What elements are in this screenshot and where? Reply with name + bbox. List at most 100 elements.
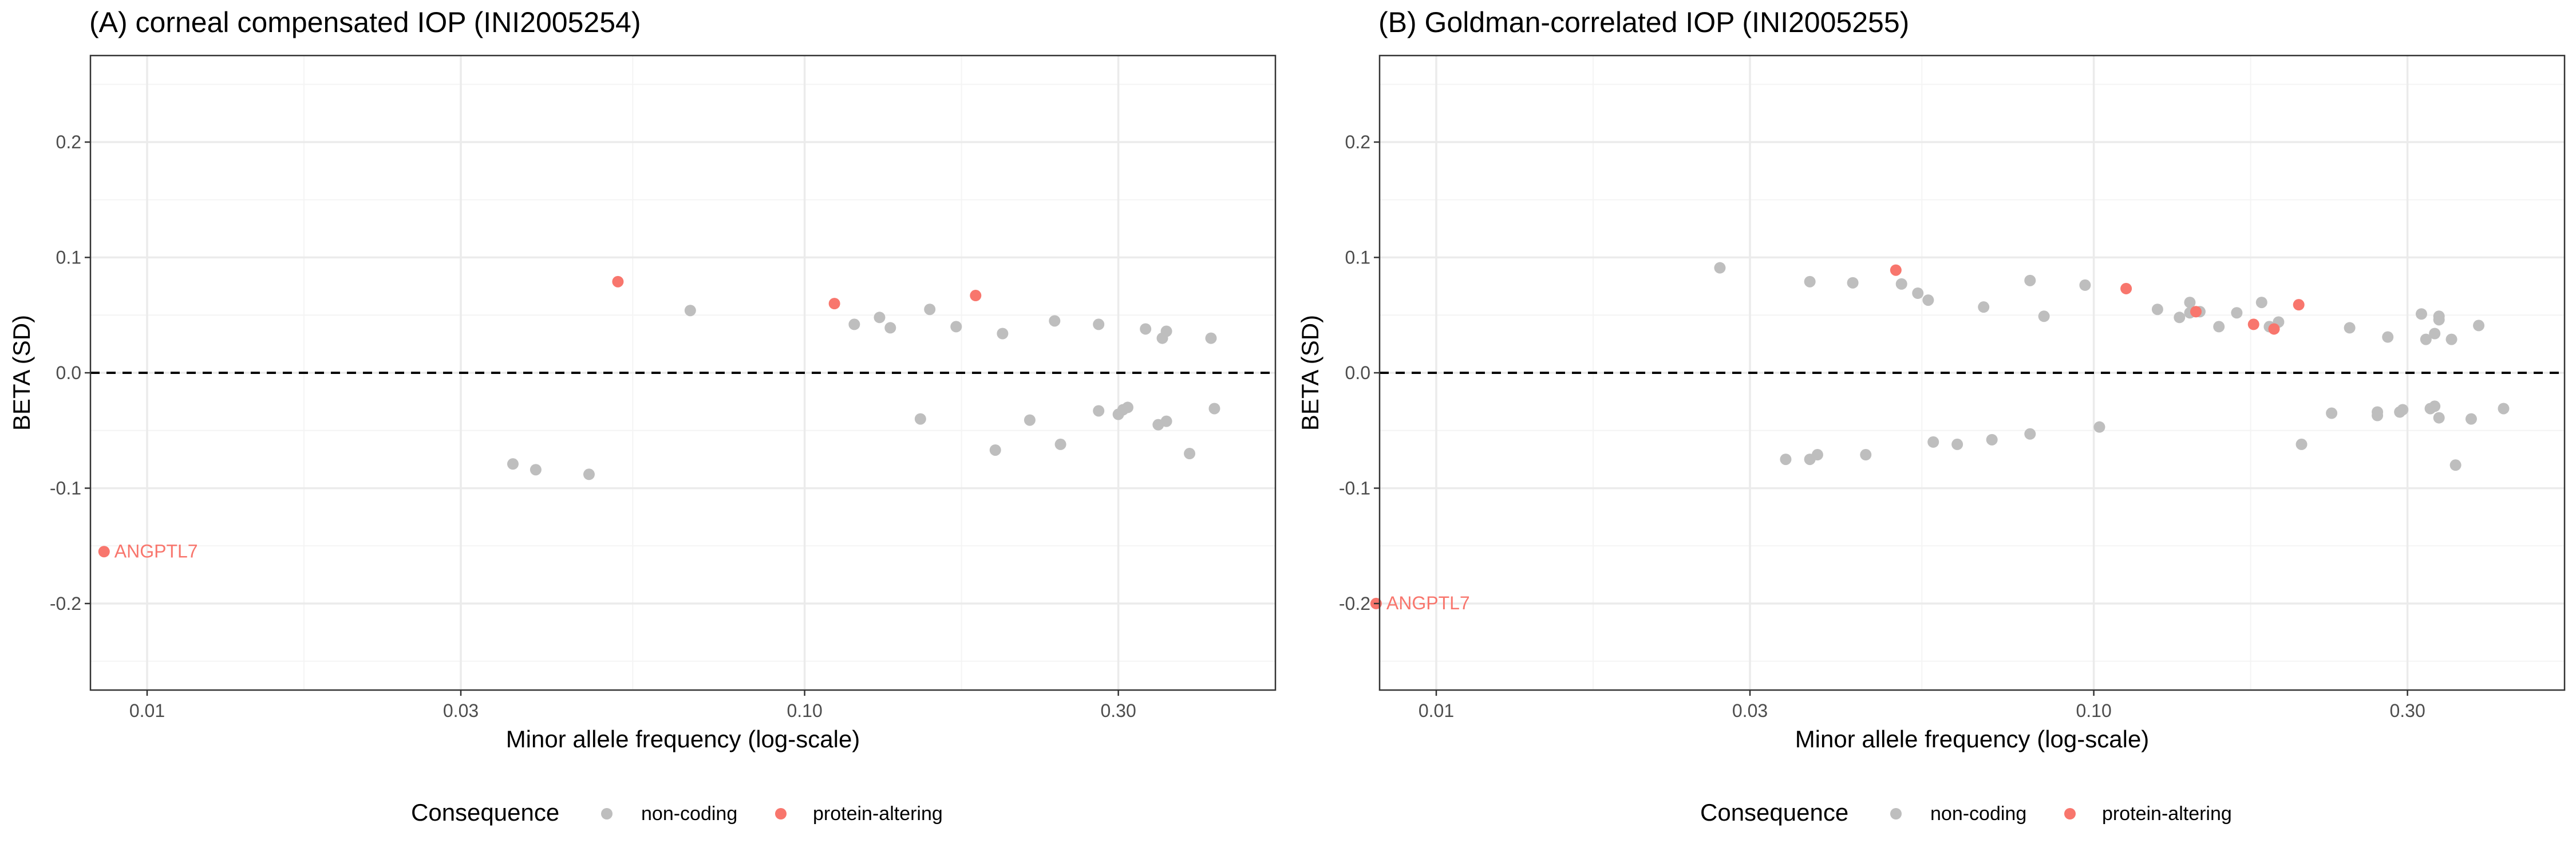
- data-point-non-coding: [2420, 333, 2432, 345]
- series-protein-altering: [98, 275, 982, 558]
- y-tick-label: 0.2: [1345, 132, 1370, 152]
- data-point-non-coding: [583, 468, 595, 480]
- y-tick-label: -0.2: [1339, 593, 1370, 614]
- legend: Consequence non-coding protein-altering: [1700, 799, 2232, 826]
- data-point-non-coding: [1951, 438, 1963, 450]
- data-point-non-coding: [2174, 312, 2186, 324]
- data-point-non-coding: [2415, 308, 2427, 320]
- x-tick-label: 0.01: [129, 700, 165, 721]
- legend-label: protein-altering: [813, 803, 943, 825]
- data-point-non-coding: [1860, 449, 1872, 461]
- data-point-non-coding: [2498, 403, 2510, 415]
- x-axis-title: Minor allele frequency (log-scale): [1795, 726, 2150, 752]
- data-point-non-coding: [989, 444, 1001, 456]
- data-point-non-coding: [1847, 277, 1859, 289]
- series-non-coding: [1714, 262, 2510, 471]
- y-tick-label: 0.0: [1345, 362, 1370, 383]
- data-point-non-coding: [1804, 275, 1816, 287]
- data-point-non-coding: [2255, 297, 2267, 309]
- y-tick-label: 0.2: [56, 132, 81, 152]
- x-tick-label: 0.03: [443, 700, 479, 721]
- data-point-non-coding: [1160, 415, 1172, 427]
- y-tick-label: -0.1: [50, 478, 81, 498]
- data-point-protein-altering: [2190, 306, 2202, 318]
- data-point-non-coding: [2445, 333, 2458, 345]
- data-point-non-coding: [2184, 297, 2196, 309]
- data-point-non-coding: [1978, 301, 1990, 313]
- x-tick-label: 0.10: [2076, 700, 2111, 721]
- data-point-protein-altering: [828, 298, 840, 310]
- data-point-non-coding: [1922, 294, 1934, 306]
- data-point-non-coding: [2151, 304, 2163, 316]
- data-point-protein-altering: [2247, 318, 2259, 330]
- chart-panel-b: ANGPTL7 0.01 0.03 0.10 0.30 -0.2 -0.1 0.0 0.1 0.2…: [1297, 6, 2566, 826]
- x-axis-title: Minor allele frequency (log-scale): [506, 726, 860, 752]
- x-tick-label: 0.10: [787, 700, 822, 721]
- y-tick-label: -0.1: [1339, 478, 1370, 498]
- gene-label: ANGPTL7: [1386, 593, 1470, 613]
- legend-title: Consequence: [411, 799, 559, 826]
- data-point-non-coding: [2433, 314, 2445, 326]
- y-axis-title: BETA (SD): [1297, 315, 1323, 431]
- data-point-non-coding: [848, 318, 860, 330]
- data-point-non-coding: [2465, 413, 2477, 425]
- legend-label: non-coding: [641, 803, 737, 825]
- data-point-non-coding: [1024, 414, 1036, 426]
- gene-label: ANGPTL7: [114, 541, 198, 561]
- data-point-non-coding: [2038, 310, 2050, 322]
- legend-key-non-coding: [1890, 808, 1902, 819]
- data-point-non-coding: [1121, 401, 1133, 413]
- data-point-non-coding: [1140, 323, 1152, 335]
- data-point-non-coding: [2079, 279, 2091, 291]
- data-point-non-coding: [2397, 404, 2409, 416]
- data-point-non-coding: [1054, 438, 1066, 450]
- data-point-non-coding: [2296, 438, 2308, 450]
- data-point-protein-altering: [2120, 282, 2132, 294]
- data-point-non-coding: [1205, 332, 1217, 344]
- data-point-protein-altering: [98, 546, 110, 558]
- data-point-non-coding: [2382, 331, 2394, 343]
- data-point-protein-altering: [2268, 323, 2280, 335]
- data-point-non-coding: [2093, 421, 2105, 433]
- data-point-non-coding: [2344, 322, 2356, 334]
- legend-key-protein-altering: [2064, 808, 2076, 819]
- series-non-coding: [507, 304, 1220, 480]
- data-point-non-coding: [884, 322, 896, 334]
- x-tick-label: 0.01: [1419, 700, 1454, 721]
- x-tick-label: 0.30: [2389, 700, 2425, 721]
- data-point-non-coding: [1184, 448, 1196, 460]
- data-point-non-coding: [2473, 320, 2485, 332]
- data-point-non-coding: [2372, 409, 2384, 421]
- y-tick-label: 0.1: [1345, 247, 1370, 268]
- data-point-non-coding: [2024, 274, 2036, 286]
- data-point-non-coding: [1093, 318, 1105, 330]
- x-tick-label: 0.03: [1732, 700, 1768, 721]
- data-point-non-coding: [1093, 405, 1105, 417]
- legend: Consequence non-coding protein-altering: [411, 799, 943, 826]
- data-point-non-coding: [530, 464, 542, 476]
- data-point-non-coding: [874, 312, 886, 324]
- data-point-non-coding: [1208, 403, 1220, 415]
- data-point-non-coding: [1927, 436, 1939, 448]
- data-point-non-coding: [2433, 412, 2445, 424]
- data-point-protein-altering: [1890, 264, 1902, 276]
- data-point-non-coding: [1049, 315, 1061, 327]
- y-tick-label: -0.2: [50, 593, 81, 614]
- legend-label: protein-altering: [2102, 803, 2232, 825]
- legend-key-non-coding: [601, 808, 613, 819]
- data-point-non-coding: [2429, 400, 2441, 412]
- y-tick-label: 0.0: [56, 362, 81, 383]
- legend-key-protein-altering: [775, 808, 787, 819]
- y-tick-label: 0.1: [56, 247, 81, 268]
- data-point-non-coding: [914, 413, 926, 425]
- data-point-non-coding: [2231, 307, 2243, 319]
- data-point-non-coding: [2213, 321, 2225, 333]
- chart-panel-a: ANGPTL7 0.01 0.03 0.10 0.30 -0.2 -0.1 0.0 0.1 0.2…: [8, 6, 1277, 826]
- chart-title: (A) corneal compensated IOP (INI2005254): [89, 6, 641, 38]
- data-point-non-coding: [2429, 328, 2441, 340]
- chart-title: (B) Goldman-correlated IOP (INI2005255): [1378, 6, 1909, 38]
- data-point-non-coding: [2326, 407, 2338, 419]
- data-point-non-coding: [1811, 449, 1823, 461]
